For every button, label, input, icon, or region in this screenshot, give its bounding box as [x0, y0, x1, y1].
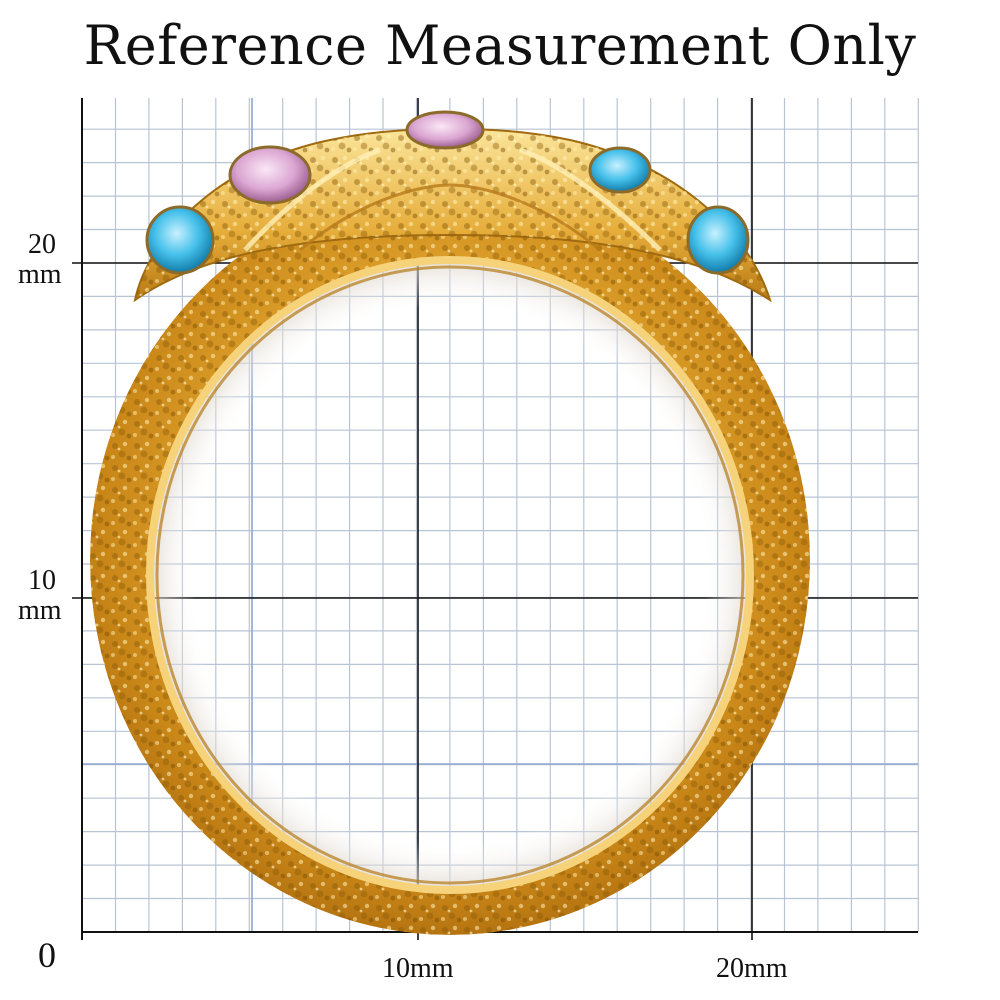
- crystal-pink-center: [405, 110, 485, 150]
- page-title: Reference Measurement Only: [83, 14, 917, 77]
- origin-label: 0: [38, 935, 56, 975]
- y-label-20-unit: mm: [18, 259, 62, 290]
- y-label-10-value: 10: [28, 565, 56, 596]
- crystals: [145, 110, 750, 275]
- crystal-blue-far-right: [686, 205, 750, 275]
- x-label-20mm: 20mm: [716, 953, 788, 984]
- crystal-pink-left: [228, 145, 312, 205]
- crystal-blue-right: [588, 146, 652, 194]
- crystal-blue-left: [145, 205, 215, 275]
- x-label-10mm: 10mm: [382, 953, 454, 984]
- y-label-20-value: 20: [28, 229, 56, 260]
- y-label-10-unit: mm: [18, 595, 62, 626]
